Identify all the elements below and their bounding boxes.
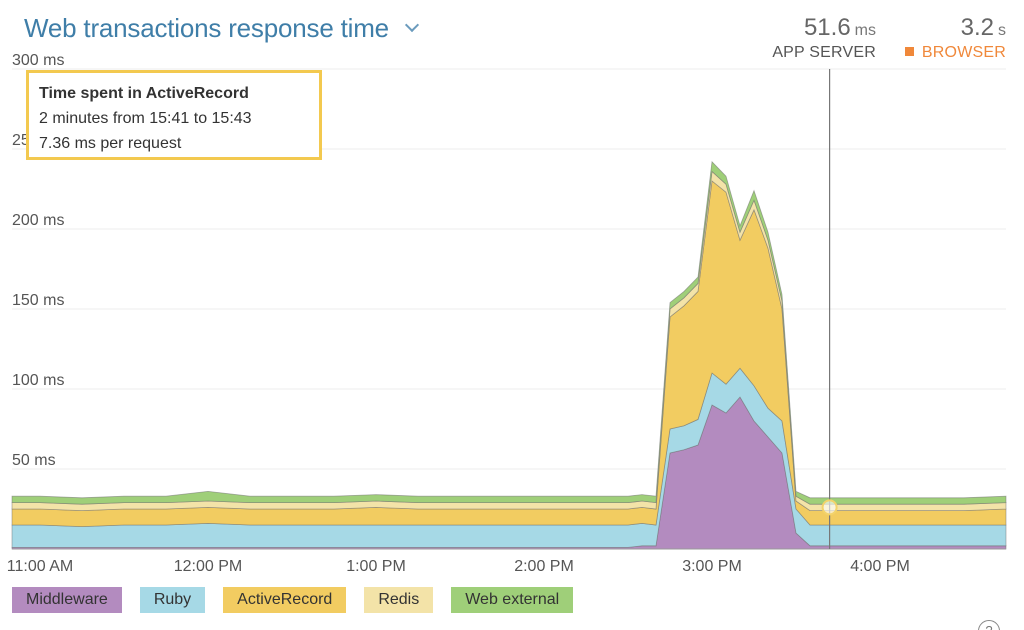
series-area-web-external [11, 160, 1007, 505]
x-tick-label: 2:00 PM [514, 558, 574, 575]
tooltip-range: 2 minutes from 15:41 to 15:43 [39, 110, 252, 127]
x-tick-label: 4:00 PM [850, 558, 910, 575]
browser-unit: s [998, 22, 1006, 39]
app-server-unit: ms [854, 22, 876, 39]
chart-title: Web transactions response time [24, 12, 389, 43]
series-area-redis [11, 170, 1007, 512]
browser-label-row: BROWSER [904, 44, 1006, 62]
app-server-value: 51.6 [803, 14, 851, 41]
cursor-marker [821, 499, 838, 516]
legend-item-middleware[interactable]: Middleware [12, 587, 122, 613]
series-area-activerecord [11, 180, 1007, 528]
app-server-metric: 51.6 ms APP SERVER [772, 14, 876, 62]
x-tick-label: 12:00 PM [174, 558, 242, 575]
legend-item-activerecord[interactable]: ActiveRecord [223, 587, 347, 613]
tooltip-title: Time spent in ActiveRecord [39, 85, 249, 102]
y-tick-label: 50 ms [12, 452, 56, 469]
chart-legend: Middleware Ruby ActiveRecord Redis Web exter… [12, 587, 591, 613]
chart-title-row: Web transactions response time [24, 10, 419, 46]
y-tick-label: 200 ms [12, 212, 64, 229]
browser-swatch [904, 47, 914, 56]
chart-tooltip: Time spent in ActiveRecord 2 minutes fro… [26, 70, 322, 160]
browser-label: BROWSER [921, 44, 1006, 61]
legend-item-redis[interactable]: Redis [364, 587, 434, 613]
tooltip-value: 7.36 ms per request [39, 135, 182, 152]
x-tick-label: 1:00 PM [346, 558, 406, 575]
y-tick-label: 150 ms [12, 292, 64, 309]
legend-item-ruby[interactable]: Ruby [139, 587, 206, 613]
y-tick-label: 100 ms [12, 372, 64, 389]
browser-value: 3.2 [960, 14, 994, 41]
app-server-label: APP SERVER [772, 44, 876, 61]
legend-item-web-external[interactable]: Web external [451, 587, 574, 613]
y-tick-label: 300 ms [12, 52, 64, 69]
x-tick-label: 11:00 AM [7, 558, 73, 575]
browser-metric[interactable]: 3.2 s BROWSER [904, 14, 1006, 62]
x-tick-label: 3:00 PM [682, 558, 742, 575]
